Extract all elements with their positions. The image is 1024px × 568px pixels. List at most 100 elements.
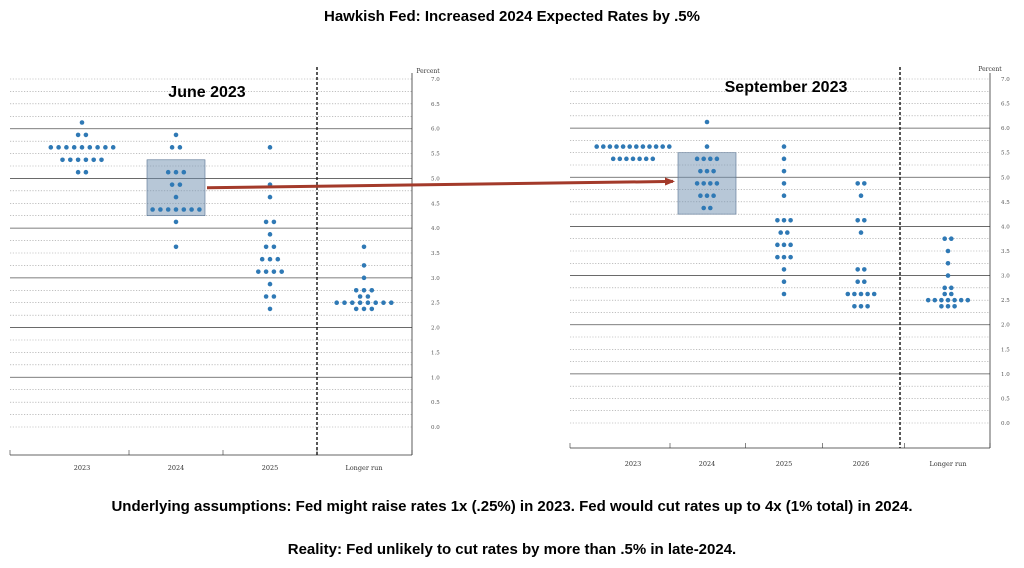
dot-2026 (855, 181, 860, 186)
dot-2023 (56, 145, 61, 150)
dot-2025 (263, 244, 269, 250)
panel-title: September 2023 (725, 79, 848, 96)
dot-2025 (271, 294, 277, 299)
dot-2024 (701, 156, 706, 162)
dot-longer-run (965, 297, 971, 303)
dot-2026 (855, 279, 860, 285)
dot-longer-run (945, 303, 951, 309)
dot-2023 (75, 132, 81, 138)
y-tick-label: 2.5 (1001, 298, 1010, 304)
dot-2025 (781, 217, 787, 223)
y-tick-label: 3.5 (1001, 249, 1010, 255)
y-tick-label: 3.5 (431, 251, 440, 257)
x-category-label-longer-run: Longer run (345, 464, 382, 472)
dot-2026 (862, 217, 867, 223)
dot-longer-run (945, 248, 951, 254)
dot-2024 (698, 193, 703, 199)
y-tick-label: 0.0 (1001, 421, 1010, 427)
dot-2024 (177, 145, 183, 150)
dot-2024 (708, 181, 713, 186)
x-category-label-longer-run: Longer run (929, 460, 966, 468)
dot-2025 (271, 219, 277, 225)
dot-longer-run (342, 300, 347, 306)
dot-2024 (181, 169, 187, 175)
dot-2024 (158, 207, 163, 212)
y-tick-label: 0.0 (431, 425, 440, 431)
dot-2025 (781, 267, 787, 272)
dot-2025 (781, 181, 787, 186)
dot-longer-run (949, 285, 954, 291)
dot-2023 (637, 156, 642, 162)
dot-2024 (708, 156, 713, 162)
dot-2023 (79, 120, 85, 125)
dot-2024 (694, 181, 700, 186)
dot-2024 (701, 205, 706, 211)
dot-longer-run (939, 303, 944, 309)
dot-2024 (708, 205, 713, 211)
dot-2025 (263, 269, 269, 274)
reality-caption: Reality: Fed unlikely to cut rates by mo… (287, 541, 737, 558)
dot-2026 (855, 267, 860, 272)
dot-2023 (83, 157, 89, 163)
dot-2023 (75, 169, 81, 175)
dot-2025 (788, 242, 793, 248)
dot-2025 (267, 232, 273, 237)
dot-2023 (601, 144, 606, 149)
dot-2026 (862, 181, 867, 186)
y-tick-label: 0.5 (431, 400, 440, 406)
dot-longer-run (361, 275, 367, 281)
dot-longer-run (949, 291, 954, 297)
dot-longer-run (945, 273, 951, 278)
dot-2023 (91, 157, 96, 163)
dot-2023 (83, 132, 89, 138)
y-axis-label: Percent (416, 68, 440, 75)
dot-2024 (704, 144, 710, 149)
dot-2025 (785, 230, 790, 235)
dot-2023 (624, 156, 629, 162)
y-tick-label: 2.5 (431, 301, 440, 307)
dot-2025 (279, 269, 285, 274)
dot-2026 (855, 217, 860, 223)
dot-2023 (620, 144, 626, 149)
dot-2023 (64, 145, 69, 150)
dot-2024 (150, 207, 155, 212)
dot-2024 (173, 169, 179, 175)
dot-2024 (169, 182, 175, 187)
dot-2025 (775, 242, 780, 248)
dot-2023 (99, 157, 104, 163)
dot-2025 (781, 168, 787, 174)
dot-longer-run (942, 285, 947, 291)
dot-2025 (267, 256, 273, 262)
dot-2023 (610, 156, 616, 162)
panel-title: June 2023 (168, 84, 245, 101)
y-tick-label: 1.5 (431, 350, 440, 356)
dot-2024 (173, 207, 179, 212)
dot-2024 (714, 156, 720, 162)
dot-longer-run (949, 236, 954, 242)
shift-arrow (206, 177, 675, 190)
x-category-label-2024: 2024 (168, 464, 185, 472)
y-axis-label: Percent (978, 66, 1002, 73)
dot-longer-run (925, 297, 931, 303)
dot-longer-run (942, 236, 947, 242)
x-category-label-2024: 2024 (699, 460, 716, 468)
dot-2023 (87, 145, 93, 150)
dot-longer-run (365, 300, 371, 306)
dot-2023 (68, 157, 73, 163)
dot-2024 (698, 168, 703, 174)
dot-2026 (858, 193, 864, 199)
dot-2024 (173, 194, 179, 200)
dot-2023 (627, 144, 632, 149)
dot-2025 (778, 230, 783, 235)
dot-2023 (79, 145, 85, 150)
dot-2023 (634, 144, 639, 149)
highlight-box-2024 (146, 159, 206, 217)
dot-longer-run (939, 297, 944, 303)
dot-2023 (643, 156, 649, 162)
dot-longer-run (942, 291, 947, 297)
dot-2024 (169, 145, 175, 150)
y-tick-label: 7.0 (431, 77, 440, 83)
dot-longer-run (334, 300, 340, 306)
dot-2024 (177, 182, 183, 187)
